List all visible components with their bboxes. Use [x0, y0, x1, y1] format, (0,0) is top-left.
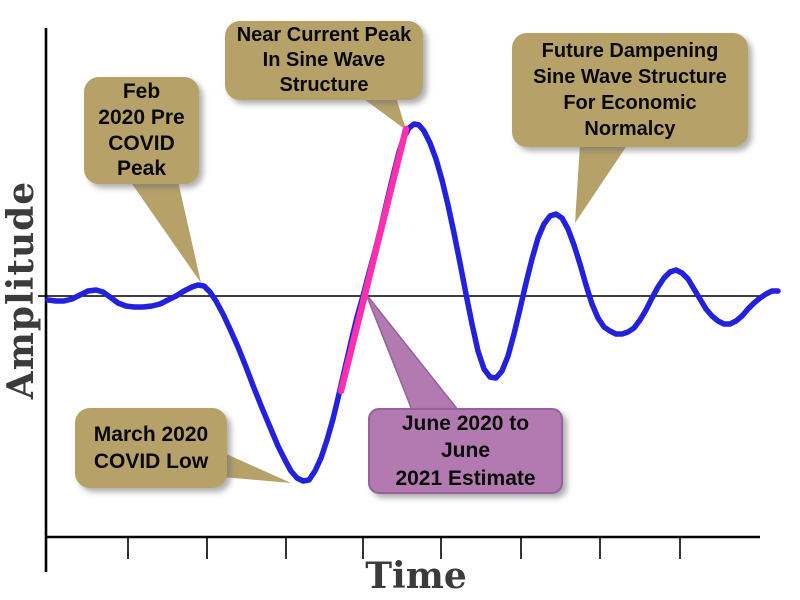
callout-feb-2020-pre-covid-peak: Feb 2020 Pre COVID Peak — [84, 77, 199, 184]
callout-june-2020-to-june-2021-estimate: June 2020 to June 2021 Estimate — [368, 408, 563, 494]
callout-future-dampening-sine-wave: Future Dampening Sine Wave Structure For… — [512, 33, 748, 147]
tail-near-callout — [361, 97, 406, 130]
callout-near-current-peak: Near Current Peak In Sine Wave Structure — [225, 21, 423, 100]
x-axis-label: Time — [365, 555, 467, 597]
june-2020-to-june-2021-estimate-line — [337, 125, 410, 395]
observed-sine-wave — [45, 121, 781, 484]
callout-march-2020-covid-low: March 2020 COVID Low — [75, 408, 227, 488]
tail-june-callout — [365, 293, 460, 411]
tail-feb-callout — [130, 181, 201, 283]
tail-future-callout — [575, 144, 628, 223]
tail-march-callout — [222, 452, 291, 483]
y-axis-label: Amplitude — [0, 180, 42, 400]
